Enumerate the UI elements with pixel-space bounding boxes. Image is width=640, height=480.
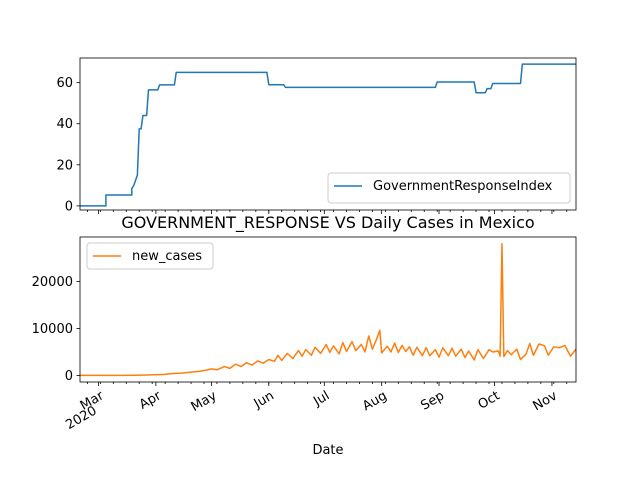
top-y-tick-label: 60 bbox=[56, 76, 73, 91]
top-y-tick-label: 0 bbox=[65, 199, 73, 214]
bottom-legend: new_cases bbox=[86, 242, 214, 270]
top-x-ticks bbox=[87, 210, 568, 214]
bottom-chart-title: GOVERNMENT_RESPONSE VS Daily Cases in Me… bbox=[121, 213, 534, 233]
bottom-y-ticks: 0 10000 20000 bbox=[32, 275, 80, 384]
bottom-y-tick-label: 0 bbox=[65, 369, 73, 384]
top-y-tick-label: 20 bbox=[56, 158, 73, 173]
top-legend-label: GovernmentResponseIndex bbox=[373, 179, 553, 194]
top-y-tick-label: 40 bbox=[56, 117, 73, 132]
top-plot-lines bbox=[80, 63, 576, 207]
top-subplot: 0 20 40 60 GovernmentResponseIndex bbox=[56, 57, 577, 214]
top-y-ticks: 0 20 40 60 bbox=[56, 76, 80, 214]
bottom-y-tick-label: 10000 bbox=[32, 322, 73, 337]
bottom-plot-frame bbox=[79, 236, 577, 383]
top-legend: GovernmentResponseIndex bbox=[327, 172, 571, 204]
top-plot-frame bbox=[79, 57, 577, 211]
x-tick-label: Jul bbox=[310, 388, 332, 409]
bottom-series-line-0 bbox=[80, 242, 577, 377]
bottom-legend-frame bbox=[86, 242, 214, 270]
bottom-subplot: GOVERNMENT_RESPONSE VS Daily Cases in Me… bbox=[32, 213, 577, 458]
bottom-legend-label: new_cases bbox=[132, 249, 202, 264]
bottom-y-tick-label: 20000 bbox=[32, 275, 73, 290]
top-legend-frame bbox=[327, 172, 571, 204]
x-axis-label: Date bbox=[312, 443, 343, 458]
bottom-plot-lines bbox=[80, 242, 577, 377]
top-series-line-0 bbox=[80, 63, 576, 207]
